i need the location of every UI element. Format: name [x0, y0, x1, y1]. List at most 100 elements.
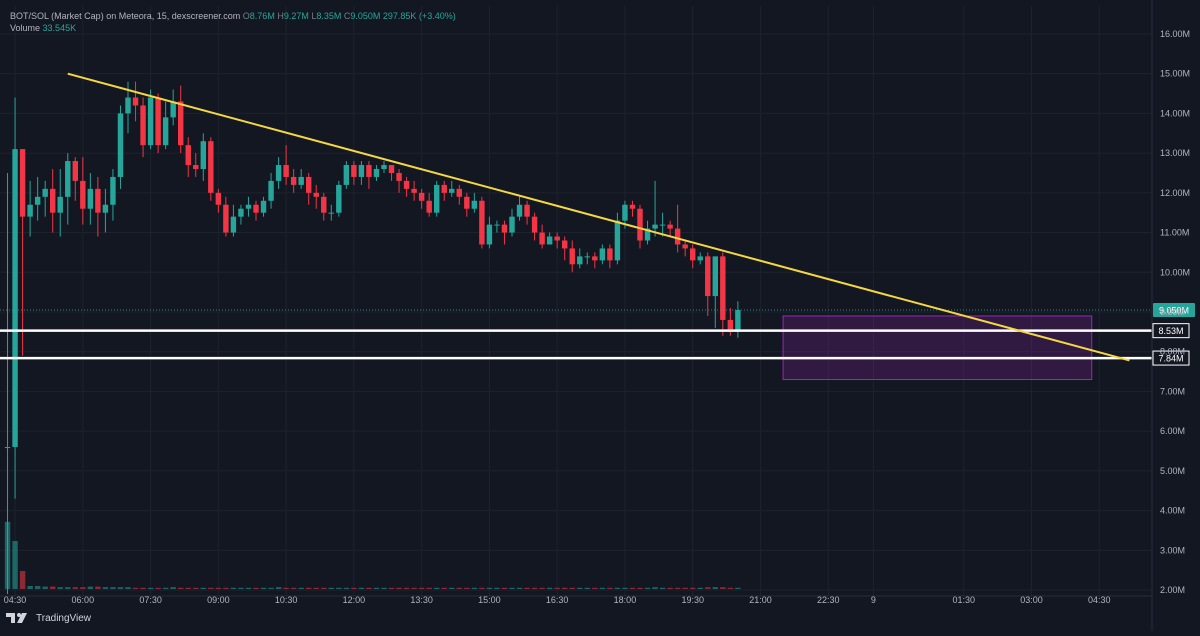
ohlc-value-h: 9.27M — [283, 11, 309, 21]
volume-bar — [336, 587, 342, 589]
candle-body — [268, 180, 274, 201]
candle-body — [87, 188, 94, 209]
volume-bar — [358, 587, 365, 589]
candle-body — [682, 244, 688, 249]
y-tick-label: 10.00M — [1160, 267, 1190, 277]
candle-body — [705, 256, 711, 297]
volume-bar — [351, 587, 357, 589]
ohlc-value-l: 8.35M — [316, 11, 342, 21]
volume-bar — [155, 587, 161, 589]
candle-body — [245, 204, 252, 209]
candle-body — [358, 165, 365, 177]
volume-bar — [509, 587, 515, 589]
candle-body — [343, 165, 350, 185]
candle-body — [125, 97, 131, 114]
volume-bar — [418, 587, 425, 589]
last-price-label: 9.050M — [1159, 306, 1189, 316]
volume-bar — [49, 586, 56, 589]
volume-bar — [298, 587, 304, 589]
volume-bar — [403, 587, 410, 589]
volume-bar — [705, 587, 711, 589]
volume-label[interactable]: Volume — [10, 23, 41, 33]
candle-body — [253, 204, 259, 213]
volume-bar — [140, 587, 146, 589]
candle-body — [464, 196, 470, 209]
candle-body — [720, 256, 726, 320]
candle-body — [102, 204, 109, 213]
x-tick-label: 13:30 — [410, 595, 433, 605]
volume-bar — [667, 587, 673, 589]
y-tick-label: 4.00M — [1160, 506, 1185, 516]
y-tick-label: 9.00M — [1160, 307, 1185, 317]
y-tick-label: 8.00M — [1160, 347, 1185, 357]
symbol-title[interactable]: BOT/SOL (Market Cap) on Meteora, 15, dex… — [10, 11, 241, 21]
candle-body — [72, 161, 79, 181]
candle-body — [223, 204, 229, 233]
volume-bar — [396, 587, 402, 589]
candle-body — [336, 184, 342, 213]
candle-body — [12, 149, 18, 448]
candle-body — [539, 232, 545, 245]
y-tick-label: 16.00M — [1160, 29, 1190, 39]
volume-bar — [584, 587, 591, 589]
volume-bar — [456, 587, 463, 589]
x-tick-label: 06:00 — [72, 595, 95, 605]
candle-body — [34, 196, 41, 205]
volume-bar — [253, 587, 259, 589]
candle-body — [140, 105, 146, 146]
candle-body — [313, 192, 319, 197]
candle-body — [193, 165, 199, 169]
candle-body — [546, 236, 553, 245]
tradingview-branding[interactable]: TradingView — [6, 612, 91, 624]
x-tick-label: 09:00 — [207, 595, 230, 605]
volume-bar — [193, 587, 199, 589]
volume-bar — [162, 587, 169, 589]
annotation-lines: 8.53M 7.84M 9.050M — [0, 72, 1195, 366]
candle-body — [283, 165, 289, 177]
candle-body — [208, 141, 214, 193]
volume-bar — [238, 587, 244, 589]
x-tick-label: 9 — [871, 595, 876, 605]
candle-body — [177, 101, 184, 146]
volume-bar — [110, 587, 116, 589]
volume-bar — [577, 587, 583, 589]
zone-layer — [782, 315, 1093, 381]
y-tick-label: 6.00M — [1160, 426, 1185, 436]
chart-legend: BOT/SOL (Market Cap) on Meteora, 15, dex… — [10, 11, 456, 34]
ohlc-key-l: L — [308, 11, 317, 21]
volume-bar — [592, 587, 598, 589]
volume-bar — [200, 587, 207, 589]
y-tick-label: 14.00M — [1160, 108, 1190, 118]
tradingview-label: TradingView — [36, 612, 92, 624]
candle-body — [456, 188, 463, 197]
candle-body — [396, 172, 402, 181]
volume-bar — [373, 587, 380, 589]
x-tick-label: 10:30 — [275, 595, 298, 605]
candle-body — [49, 188, 56, 213]
volume-bar — [539, 587, 545, 589]
volume-bar — [486, 587, 493, 589]
candle-body — [19, 149, 26, 217]
candle-body — [599, 248, 606, 261]
candle-body — [509, 216, 515, 233]
candle-body — [554, 236, 560, 241]
ohlc-key-o: O — [242, 11, 250, 21]
volume-bar — [501, 587, 508, 589]
candle-body — [366, 165, 372, 177]
volume-bar — [659, 587, 666, 589]
candle-body — [238, 208, 244, 217]
candle-body — [569, 248, 575, 265]
ohlc-values: O8.76M H9.27M L8.35M C9.050M — [243, 11, 381, 21]
candle-body — [494, 224, 500, 226]
candle-body — [117, 113, 124, 177]
support-label: 7.84M — [1158, 354, 1183, 364]
ohlc-key-c: C — [341, 11, 351, 21]
candle-body — [403, 180, 410, 189]
volume-bar — [479, 587, 485, 589]
volume-bar — [614, 587, 621, 589]
candle-body — [162, 117, 169, 146]
candle-body — [712, 256, 719, 297]
